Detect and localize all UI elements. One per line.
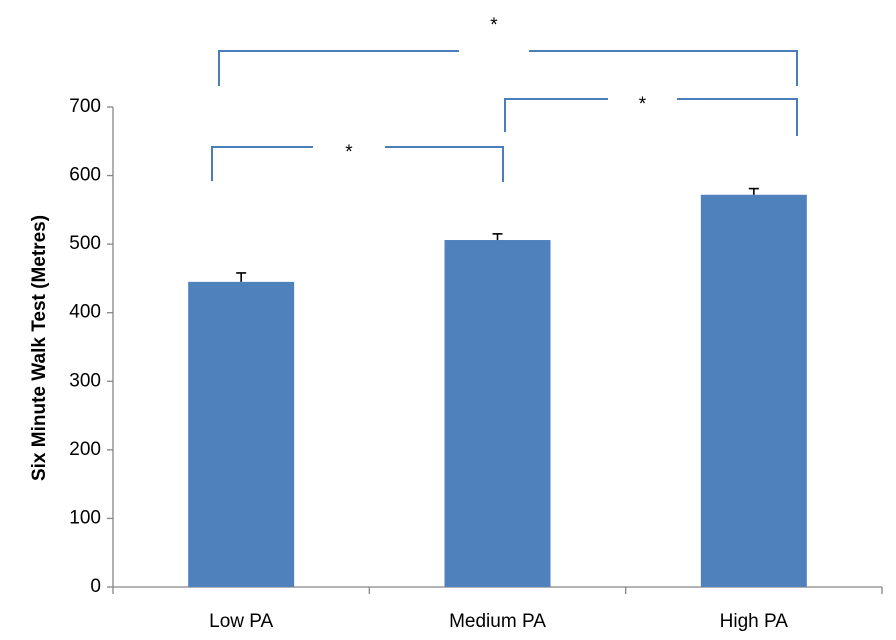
x-axis-labels: Low PA Medium PA High PA: [209, 611, 788, 632]
significance-label: *: [490, 15, 498, 36]
y-tick-label: 600: [69, 165, 101, 186]
significance-bracket: [218, 50, 798, 86]
bar: [444, 240, 551, 587]
significance-bracket: [504, 98, 798, 136]
y-tick-label: 0: [90, 576, 101, 597]
significance-brackets: * * *: [211, 15, 798, 182]
y-tick-label: 700: [69, 96, 101, 117]
y-axis-ticks: 0 100 200 300 400 500 600 700: [69, 96, 113, 597]
y-tick-label: 400: [69, 302, 101, 323]
bar: [188, 281, 295, 587]
bars: [188, 194, 807, 587]
x-category-label: Low PA: [209, 611, 273, 632]
bar: [700, 194, 807, 587]
y-tick-label: 100: [69, 507, 101, 528]
y-tick-label: 500: [69, 233, 101, 254]
significance-bracket: [211, 146, 504, 182]
x-category-label: High PA: [720, 611, 789, 632]
significance-label: *: [639, 94, 647, 115]
y-axis-title: Six Minute Walk Test (Metres): [29, 215, 50, 481]
error-bars: [236, 187, 759, 282]
significance-label: *: [345, 142, 353, 163]
y-tick-label: 200: [69, 439, 101, 460]
x-category-label: Medium PA: [449, 611, 546, 632]
y-tick-label: 300: [69, 370, 101, 391]
